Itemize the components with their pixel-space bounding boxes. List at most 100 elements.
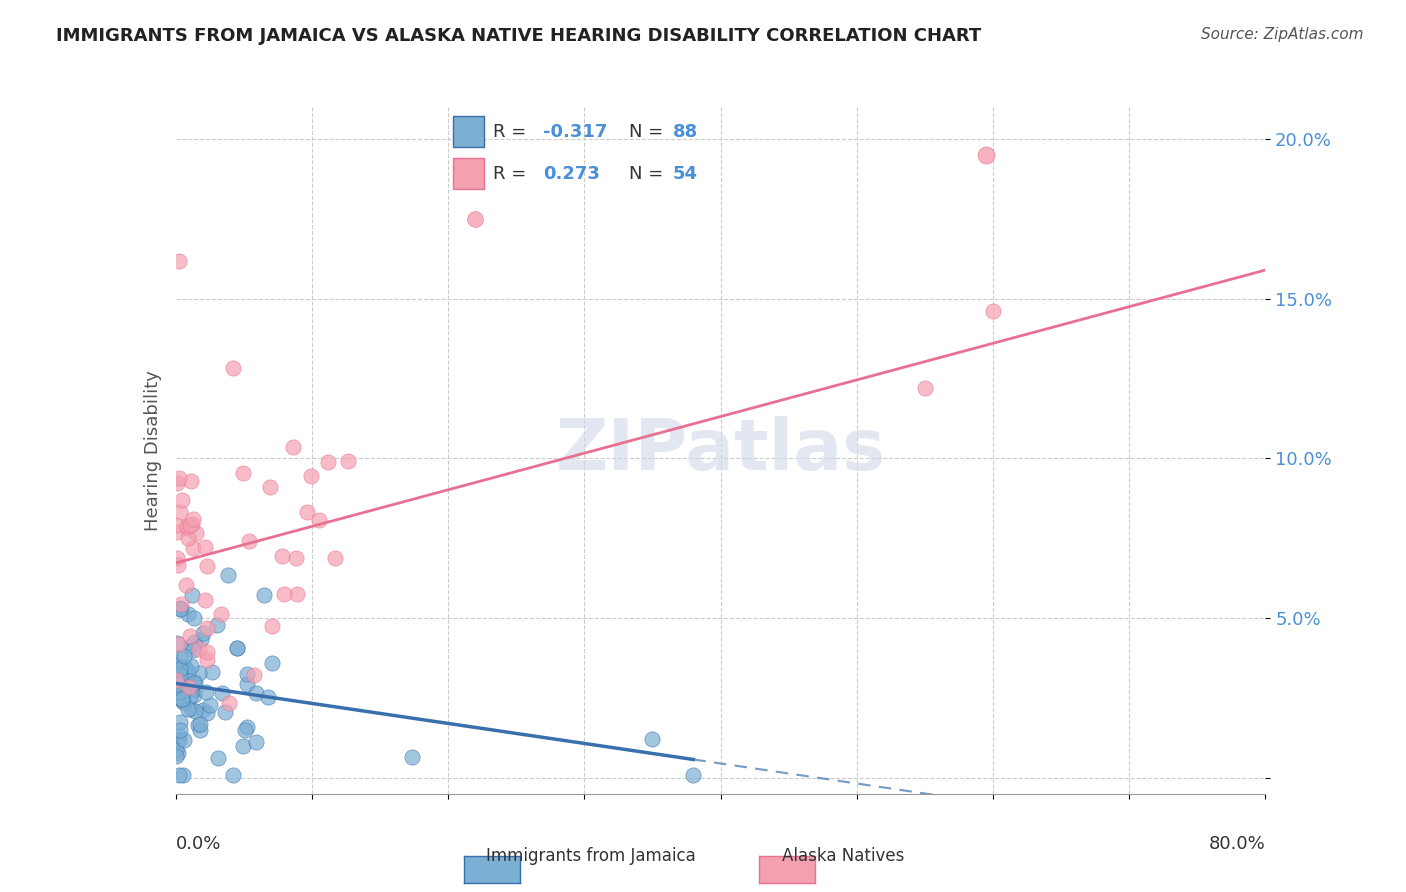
Point [256,690,278,705]
Point [236,677,259,691]
Point [174,660,197,674]
Point [165,673,187,688]
Point [211,685,233,699]
Text: Source: ZipAtlas.com: Source: ZipAtlas.com [1201,27,1364,42]
Point [225,640,247,655]
Text: Immigrants from Jamaica: Immigrants from Jamaica [485,847,696,865]
Point [285,587,308,601]
Text: IMMIGRANTS FROM JAMAICA VS ALASKA NATIVE HEARING DISABILITY CORRELATION CHART: IMMIGRANTS FROM JAMAICA VS ALASKA NATIVE… [56,27,981,45]
Point [166,684,188,698]
Point [176,518,198,533]
Point [172,690,194,705]
Point [981,304,1004,318]
Point [179,517,201,532]
Point [169,714,191,729]
Point [245,735,267,749]
Point [183,682,205,697]
Point [167,254,190,268]
Point [186,526,208,541]
Point [179,702,201,716]
Point [284,551,307,566]
Point [170,597,193,611]
Point [222,768,245,782]
Point [238,533,260,548]
Point [195,621,218,635]
Point [245,686,267,700]
Point [166,636,188,650]
Point [174,578,197,592]
Point [169,601,191,615]
Point [167,733,190,747]
Point [169,677,191,691]
Point [195,685,218,699]
Point [188,665,211,680]
Point [183,688,205,702]
Point [236,720,259,734]
Point [914,381,936,395]
Point [176,665,198,679]
Point [179,689,201,703]
Point [259,479,281,493]
Point [217,567,239,582]
Point [167,768,190,782]
Point [169,723,191,738]
Point [174,661,197,675]
Point [170,493,193,508]
Point [187,718,209,732]
Point [214,705,236,719]
Point [260,619,283,633]
Text: Alaska Natives: Alaska Natives [782,847,905,865]
Point [166,524,188,539]
Point [188,723,211,738]
Point [201,665,224,679]
Point [273,587,295,601]
Point [167,558,190,572]
Point [209,607,232,622]
Point [195,559,218,574]
Text: N =: N = [630,165,669,183]
Point [180,475,202,489]
Text: N =: N = [630,123,669,141]
Point [166,476,188,491]
Point [682,768,704,782]
Point [179,630,201,644]
Point [232,466,254,480]
Point [271,549,294,563]
Point [177,701,200,715]
Point [236,666,259,681]
Text: 0.0%: 0.0% [176,836,221,854]
Point [166,550,188,565]
Point [172,695,194,709]
Point [180,588,202,602]
Point [218,696,240,710]
Point [172,684,194,698]
Point [176,673,198,688]
Text: 80.0%: 80.0% [1209,836,1265,854]
Point [260,657,283,671]
Point [464,211,486,226]
Point [195,645,218,659]
Point [180,658,202,673]
Point [172,768,194,782]
Point [194,593,217,607]
Point [181,642,204,657]
Point [281,440,304,454]
Point [226,640,249,655]
Point [177,531,200,545]
Point [169,602,191,616]
Text: -0.317: -0.317 [543,123,607,141]
Point [183,635,205,649]
Point [167,729,190,743]
Point [242,667,264,681]
Point [166,659,188,673]
Point [166,671,188,685]
Point [205,618,228,632]
Point [172,691,194,706]
FancyBboxPatch shape [453,158,484,189]
Text: 88: 88 [672,123,697,141]
Point [165,518,187,533]
Point [308,513,330,527]
Point [176,521,198,535]
Point [233,723,256,737]
Point [167,675,190,690]
